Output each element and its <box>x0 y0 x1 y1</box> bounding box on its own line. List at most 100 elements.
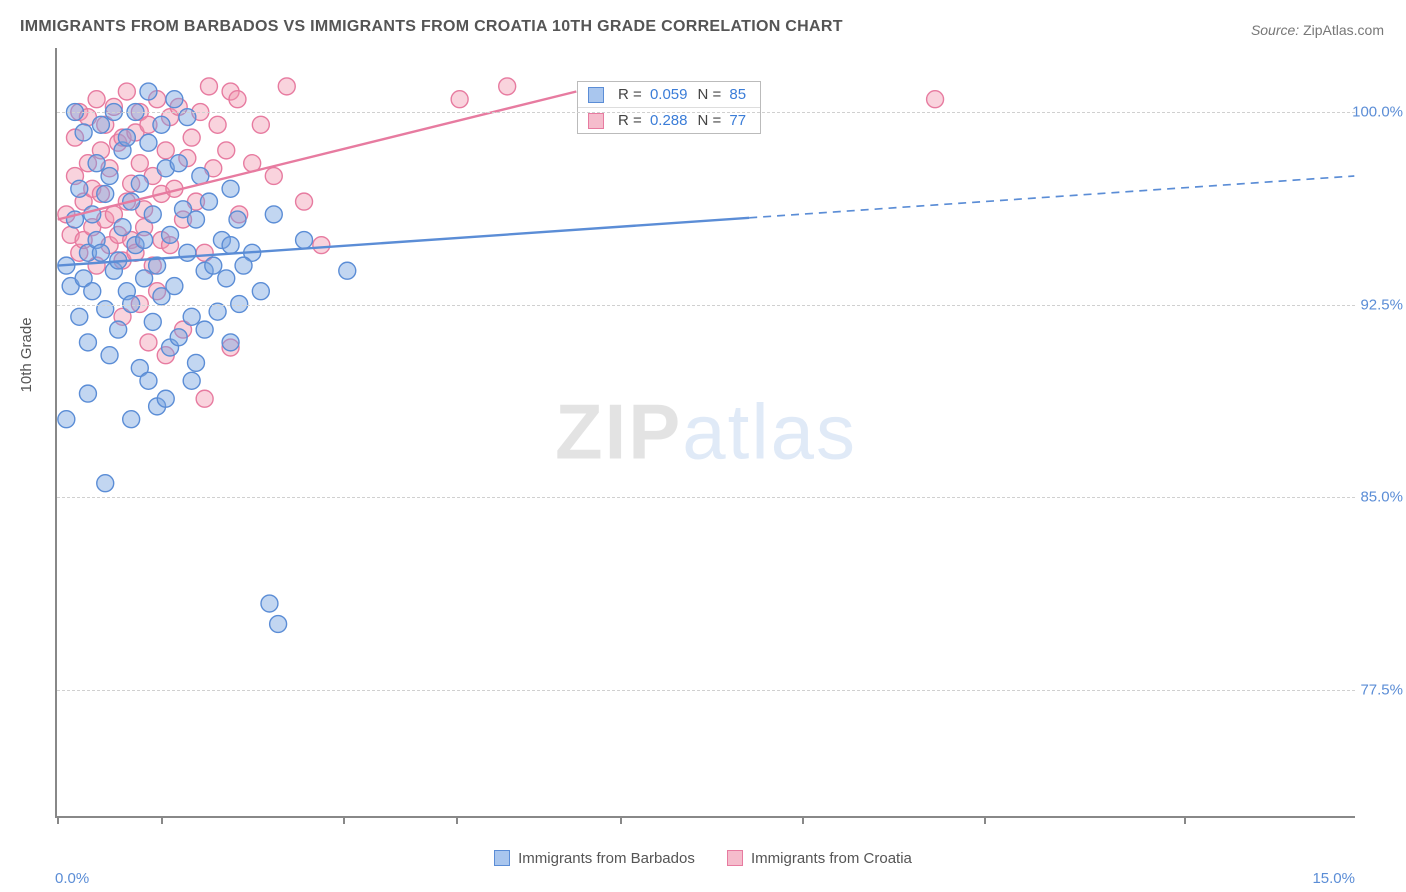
scatter-point-croatia <box>451 91 468 108</box>
scatter-point-barbados <box>183 308 200 325</box>
scatter-point-croatia <box>105 206 122 223</box>
scatter-point-barbados <box>92 244 109 261</box>
scatter-point-barbados <box>123 411 140 428</box>
scatter-point-barbados <box>114 219 131 236</box>
scatter-point-barbados <box>153 116 170 133</box>
scatter-point-barbados <box>118 129 135 146</box>
scatter-point-croatia <box>118 193 135 210</box>
scatter-point-croatia <box>75 232 92 249</box>
scatter-point-croatia <box>149 91 166 108</box>
scatter-point-croatia <box>66 168 83 185</box>
scatter-point-barbados <box>97 301 114 318</box>
scatter-point-barbados <box>157 160 174 177</box>
scatter-point-barbados <box>218 270 235 287</box>
scatter-point-croatia <box>114 308 131 325</box>
grid-line <box>57 112 1355 113</box>
swatch-barbados-icon <box>588 87 604 103</box>
source-name: ZipAtlas.com <box>1303 22 1384 38</box>
legend-label-barbados: Immigrants from Barbados <box>518 850 695 867</box>
scatter-point-barbados <box>140 83 157 100</box>
grid-line <box>57 690 1355 691</box>
scatter-point-barbados <box>175 201 192 218</box>
scatter-point-croatia <box>313 237 330 254</box>
scatter-point-croatia <box>265 168 282 185</box>
r-value-croatia: 0.288 <box>650 112 688 129</box>
scatter-point-barbados <box>209 303 226 320</box>
scatter-point-barbados <box>170 155 187 172</box>
scatter-point-croatia <box>123 232 140 249</box>
watermark-zip: ZIP <box>555 388 682 476</box>
scatter-point-barbados <box>71 308 88 325</box>
scatter-point-barbados <box>270 616 287 633</box>
scatter-point-barbados <box>118 283 135 300</box>
x-tick <box>620 816 622 824</box>
swatch-croatia-icon <box>588 113 604 129</box>
x-tick <box>984 816 986 824</box>
scatter-point-barbados <box>144 206 161 223</box>
chart-title: IMMIGRANTS FROM BARBADOS VS IMMIGRANTS F… <box>20 18 843 36</box>
scatter-point-barbados <box>84 206 101 223</box>
x-tick <box>802 816 804 824</box>
scatter-point-barbados <box>162 226 179 243</box>
scatter-point-croatia <box>140 334 157 351</box>
scatter-point-croatia <box>179 150 196 167</box>
scatter-point-croatia <box>222 339 239 356</box>
scatter-point-croatia <box>175 211 192 228</box>
scatter-point-croatia <box>97 211 114 228</box>
scatter-point-barbados <box>192 168 209 185</box>
scatter-point-barbados <box>213 232 230 249</box>
scatter-point-croatia <box>84 180 101 197</box>
x-tick <box>161 816 163 824</box>
scatter-point-barbados <box>127 237 144 254</box>
scatter-point-croatia <box>140 116 157 133</box>
scatter-point-croatia <box>79 155 96 172</box>
scatter-point-croatia <box>131 155 148 172</box>
scatter-point-barbados <box>261 595 278 612</box>
y-axis-title: 10th Grade <box>18 317 35 392</box>
scatter-point-barbados <box>296 232 313 249</box>
n-value-barbados: 85 <box>729 86 746 103</box>
scatter-point-barbados <box>75 270 92 287</box>
x-max-label: 15.0% <box>1312 870 1355 887</box>
scatter-point-barbados <box>114 142 131 159</box>
scatter-point-croatia <box>222 83 239 100</box>
scatter-point-croatia <box>136 201 153 218</box>
scatter-point-barbados <box>162 339 179 356</box>
scatter-point-croatia <box>252 116 269 133</box>
bottom-legend: Immigrants from Barbados Immigrants from… <box>0 850 1406 871</box>
scatter-point-croatia <box>231 206 248 223</box>
trend-line-dashed-barbados <box>749 176 1354 218</box>
scatter-point-barbados <box>196 262 213 279</box>
scatter-point-barbados <box>136 270 153 287</box>
scatter-point-barbados <box>149 257 166 274</box>
scatter-point-barbados <box>79 244 96 261</box>
scatter-point-barbados <box>79 334 96 351</box>
scatter-point-croatia <box>114 252 131 269</box>
scatter-point-croatia <box>218 142 235 159</box>
stat-n-barbados: N = 85 <box>697 86 750 103</box>
scatter-point-croatia <box>92 185 109 202</box>
x-tick <box>57 816 59 824</box>
scatter-point-barbados <box>222 180 239 197</box>
scatter-point-croatia <box>244 155 261 172</box>
n-prefix: N = <box>697 86 721 103</box>
scatter-point-croatia <box>166 180 183 197</box>
trend-line-croatia <box>58 92 577 220</box>
source-attribution: Source: ZipAtlas.com <box>1251 22 1384 38</box>
scatter-point-croatia <box>110 134 127 151</box>
n-prefix: N = <box>697 112 721 129</box>
scatter-point-croatia <box>157 347 174 364</box>
r-value-barbados: 0.059 <box>650 86 688 103</box>
scatter-point-croatia <box>229 91 246 108</box>
x-tick <box>456 816 458 824</box>
scatter-point-croatia <box>144 168 161 185</box>
scatter-point-croatia <box>149 283 166 300</box>
plot-area: ZIPatlas R = 0.059 N = 85 R = 0.288 N = … <box>55 48 1355 818</box>
legend-swatch-croatia-icon <box>727 850 743 866</box>
scatter-point-croatia <box>175 321 192 338</box>
scatter-point-barbados <box>131 360 148 377</box>
stat-r-croatia: R = 0.288 <box>618 112 691 129</box>
scatter-point-croatia <box>188 193 205 210</box>
scatter-point-barbados <box>79 385 96 402</box>
n-value-croatia: 77 <box>729 112 746 129</box>
